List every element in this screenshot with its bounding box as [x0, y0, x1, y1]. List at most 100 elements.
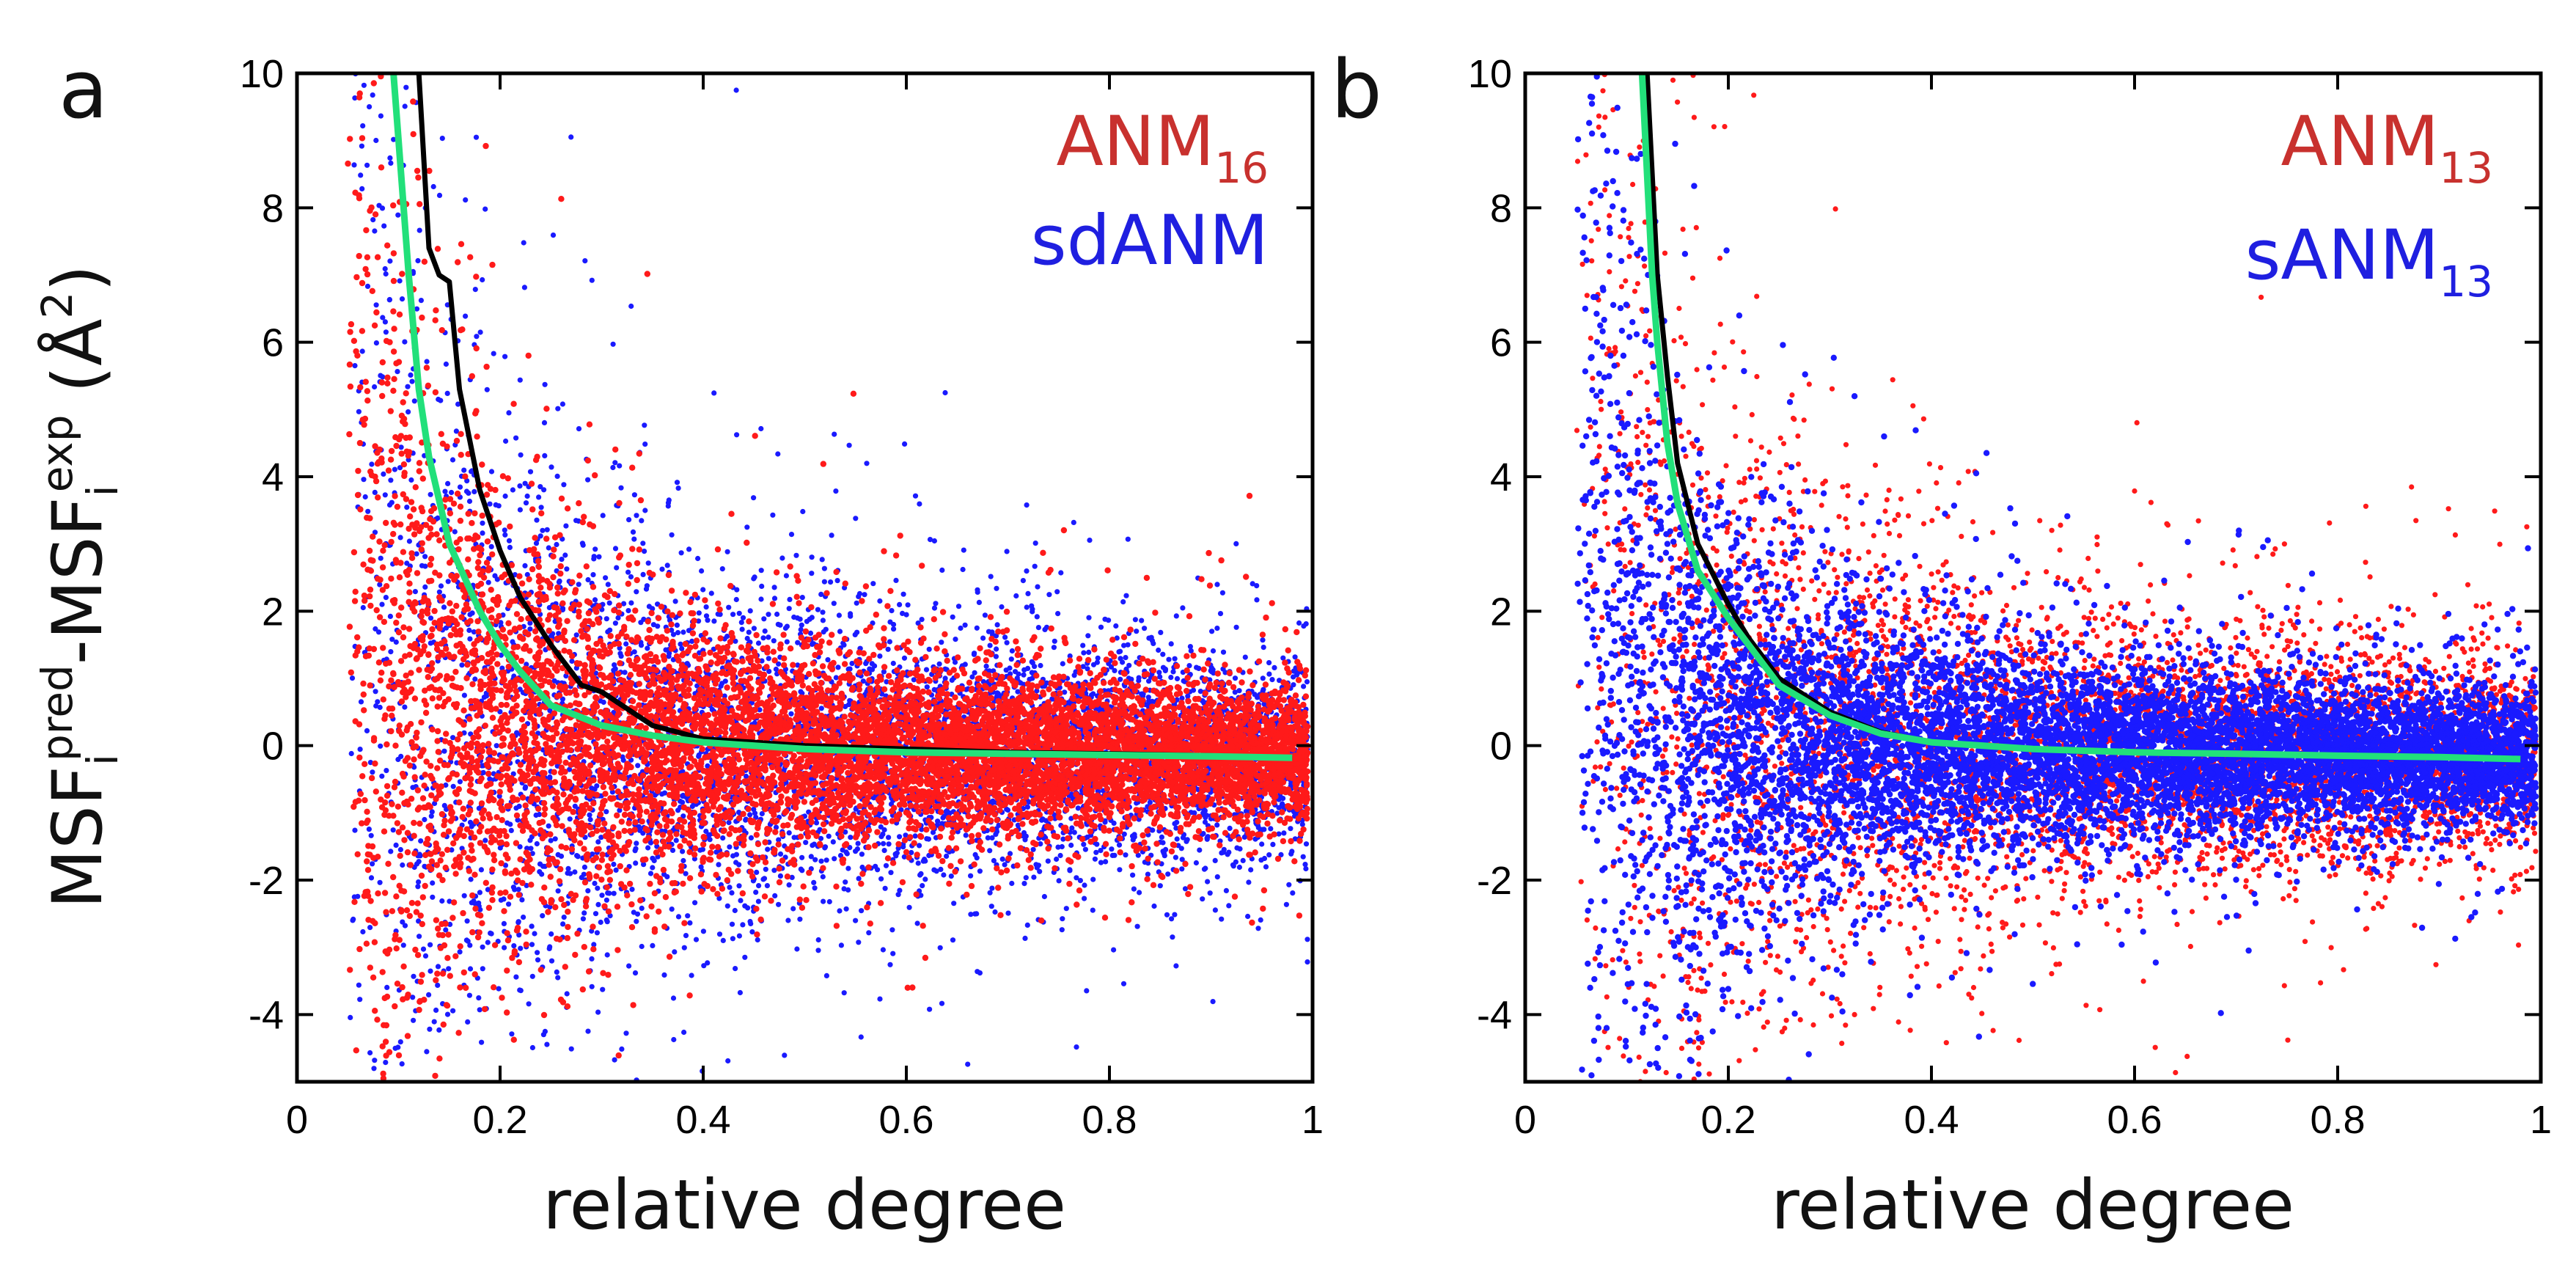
scatter-point-a-0: [487, 501, 493, 507]
scatter-point-a-0: [617, 651, 623, 656]
scatter-point-a-0: [881, 848, 887, 854]
scatter-point-a-0: [476, 995, 482, 1001]
scatter-point-a-0: [546, 823, 551, 829]
scatter-point-a-0: [395, 369, 400, 375]
scatter-point-a-0: [361, 477, 367, 483]
scatter-point-a-0: [359, 143, 364, 149]
scatter-point-a-0: [766, 612, 771, 618]
scatter-point-a-0: [679, 645, 685, 652]
scatter-point-a-0: [513, 435, 519, 441]
scatter-point-a-0: [678, 641, 683, 647]
scatter-point-a-0: [635, 763, 641, 769]
scatter-point-a-0: [592, 597, 598, 603]
scatter-point-a-0: [730, 936, 736, 942]
scatter-point-a-0: [632, 970, 639, 976]
scatter-point-a-0: [1214, 582, 1220, 587]
scatter-point-a-0: [669, 532, 675, 538]
scatter-point-a-0: [726, 604, 732, 610]
scatter-point-a-0: [485, 939, 491, 945]
scatter-point-a-0: [972, 670, 977, 675]
scatter-point-a-0: [372, 1058, 378, 1063]
scatter-point-a-0: [1165, 871, 1171, 877]
scatter-point-a-0: [1207, 890, 1213, 896]
scatter-point-a-0: [1081, 841, 1087, 847]
y-axis-title: MSFipred-MSFiexp (Å2): [32, 265, 128, 909]
scatter-point-a-0: [799, 854, 805, 860]
scatter-point-a-0: [472, 676, 478, 682]
scatter-point-a-0: [737, 989, 744, 996]
scatter-point-a-0: [623, 1030, 629, 1036]
scatter-point-a-0: [1193, 860, 1199, 866]
scatter-point-a-0: [1060, 916, 1065, 922]
scatter-point-a-0: [563, 523, 569, 529]
scatter-point-a-0: [960, 566, 966, 573]
scatter-point-a-0: [351, 162, 357, 168]
scatter-point-a-0: [1197, 847, 1203, 853]
scatter-point-a-0: [1156, 670, 1162, 675]
scatter-point-a-0: [900, 591, 906, 597]
scatter-point-a-0: [1085, 633, 1091, 639]
scatter-point-a-0: [804, 618, 810, 624]
scatter-point-a-0: [671, 1036, 677, 1043]
scatter-point-a-0: [596, 554, 602, 560]
scatter-point-a-0: [708, 590, 714, 596]
scatter-point-a-0: [758, 568, 764, 574]
scatter-point-a-0: [521, 285, 528, 290]
scatter-point-a-0: [650, 865, 656, 871]
scatter-point-a-0: [811, 879, 817, 885]
scatter-point-a-0: [400, 862, 406, 868]
scatter-point-a-0: [1160, 849, 1166, 854]
scatter-point-a-0: [529, 973, 535, 979]
scatter-point-a-0: [666, 497, 672, 503]
scatter-point-a-0: [1170, 934, 1175, 940]
scatter-point-a-0: [988, 904, 994, 909]
scatter-point-a-0: [621, 601, 627, 607]
scatter-point-a-0: [1230, 862, 1236, 868]
scatter-point-a-0: [987, 848, 993, 854]
scatter-point-a-0: [955, 604, 962, 609]
scatter-point-a-0: [912, 493, 919, 499]
scatter-point-a-0: [994, 585, 999, 591]
scatter-point-a-0: [428, 491, 433, 497]
scatter-point-a-0: [1112, 852, 1118, 858]
scatter-point-a-0: [703, 604, 709, 610]
scatter-point-a-0: [1290, 890, 1296, 896]
scatter-point-a-0: [1250, 581, 1255, 587]
scatter-point-a-0: [400, 942, 406, 948]
scatter-point-a-0: [493, 743, 499, 749]
scatter-point-a-0: [626, 517, 632, 523]
scatter-point-a-0: [614, 565, 620, 571]
scatter-point-a-0: [381, 471, 386, 477]
scatter-point-a-0: [881, 840, 887, 846]
scatter-point-a-0: [360, 123, 366, 129]
scatter-point-a-0: [1069, 825, 1075, 831]
scatter-point-a-0: [382, 265, 388, 272]
scatter-point-a-0: [845, 865, 851, 871]
scatter-point-a-0: [1106, 618, 1112, 623]
scatter-point-a-0: [751, 495, 757, 501]
scatter-point-a-0: [1292, 654, 1298, 660]
scatter-point-a-0: [368, 832, 374, 838]
scatter-point-a-0: [548, 838, 554, 843]
scatter-point-a-0: [599, 893, 605, 898]
scatter-point-a-0: [1054, 856, 1060, 862]
scatter-point-a-0: [748, 835, 754, 840]
scatter-point-a-0: [1038, 841, 1043, 847]
scatter-point-a-0: [925, 836, 931, 842]
scatter-point-a-0: [772, 893, 778, 898]
scatter-point-a-0: [516, 932, 522, 938]
scatter-point-a-0: [917, 501, 922, 507]
scatter-point-a-0: [619, 1046, 625, 1052]
scatter-point-a-0: [529, 923, 535, 929]
scatter-point-a-0: [366, 827, 372, 832]
scatter-point-a-0: [689, 973, 694, 978]
scatter-point-a-0: [642, 549, 647, 554]
scatter-point-a-0: [581, 910, 587, 916]
scatter-point-a-0: [634, 911, 641, 917]
scatter-point-a-0: [786, 830, 792, 836]
scatter-point-a-0: [845, 887, 851, 893]
scatter-point-a-0: [809, 571, 815, 576]
scatter-point-a-0: [1182, 886, 1189, 892]
scatter-point-a-0: [1059, 843, 1065, 850]
scatter-point-a-0: [555, 888, 561, 894]
